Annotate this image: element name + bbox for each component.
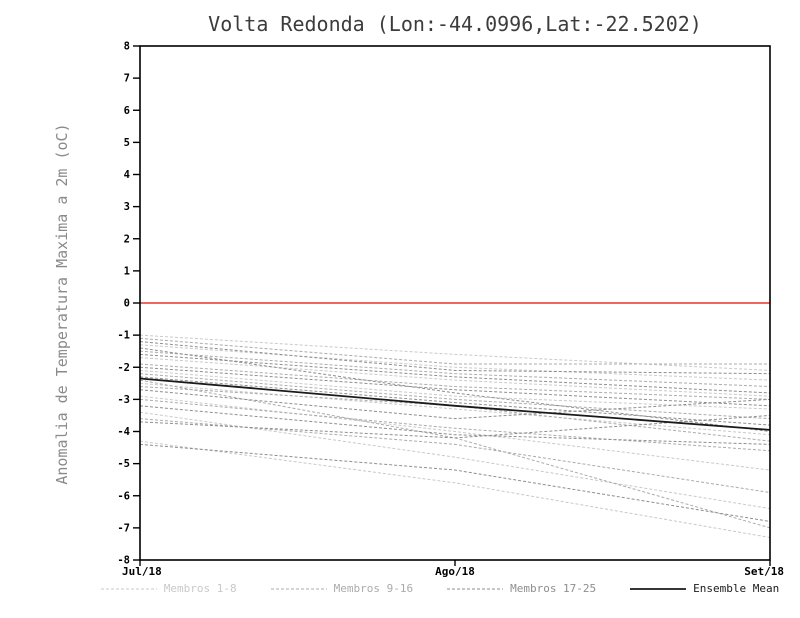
svg-text:0: 0: [124, 298, 130, 310]
svg-text:-5: -5: [117, 458, 130, 470]
member-line-m25: [139, 443, 771, 522]
svg-text:3: 3: [124, 201, 130, 213]
legend-label: Membros 1-8: [163, 582, 237, 595]
legend: Membros 1-8 Membros 9-16 Membros 17-25 Ense…: [100, 582, 780, 595]
svg-text:1: 1: [124, 265, 130, 277]
legend-item: Membros 9-16: [270, 582, 414, 595]
member-line-m2: [139, 344, 771, 381]
y-axis-ticks: -8 -7 -6 -5 -4 -3 -2 -1 0 1 2 3 4 5 6 7 8: [117, 41, 140, 567]
member-line-m22: [139, 405, 771, 445]
member-line-m19: [139, 366, 771, 407]
member-line-m24: [139, 347, 771, 432]
member-line-m17: [139, 341, 771, 375]
dashed-line-icon: [270, 588, 327, 589]
legend-item: Ensemble Mean: [630, 582, 779, 595]
member-lines: [139, 334, 771, 539]
member-line-m5: [139, 382, 771, 436]
svg-text:5: 5: [124, 137, 130, 149]
ensemble-mean-line: [139, 377, 771, 431]
svg-text:Ago/18: Ago/18: [435, 565, 475, 578]
legend-label: Ensemble Mean: [693, 582, 780, 595]
svg-text:-7: -7: [117, 522, 130, 534]
svg-text:-1: -1: [117, 330, 130, 342]
svg-text:-4: -4: [117, 426, 130, 438]
svg-text:-3: -3: [117, 394, 130, 406]
member-line-m23: [139, 414, 771, 439]
member-line-m13: [139, 386, 771, 442]
member-line-m14: [139, 398, 771, 452]
chart-title: Volta Redonda (Lon:-44.0996,Lat:-22.5202…: [208, 12, 702, 36]
member-line-m21: [139, 389, 771, 420]
dashed-line-icon: [447, 588, 504, 589]
member-line-m1: [139, 334, 771, 371]
svg-text:Jul/18: Jul/18: [122, 565, 162, 578]
svg-text:Set/18: Set/18: [744, 565, 784, 578]
svg-text:-8: -8: [117, 555, 130, 567]
legend-label: Membros 17-25: [510, 582, 597, 595]
member-line-m11: [139, 363, 771, 400]
svg-text:2: 2: [124, 233, 130, 245]
legend-item: Membros 1-8: [100, 582, 237, 595]
dashed-line-icon: [100, 588, 157, 589]
svg-text:-2: -2: [117, 362, 130, 374]
member-line-m18: [139, 353, 771, 394]
svg-text:6: 6: [124, 105, 130, 117]
member-line-m3: [139, 357, 771, 397]
solid-line-icon: [630, 587, 687, 590]
svg-text:7: 7: [124, 73, 130, 85]
member-line-m6: [139, 395, 771, 471]
member-line-m4: [139, 369, 771, 410]
x-axis-ticks: Jul/18 Ago/18 Set/18: [122, 560, 784, 578]
svg-text:8: 8: [124, 41, 130, 53]
member-line-m10: [139, 350, 771, 388]
member-line-m9: [139, 337, 770, 365]
legend-label: Membros 9-16: [333, 582, 414, 595]
member-line-m20: [139, 376, 771, 426]
member-line-m8: [139, 440, 771, 539]
member-line-m12: [139, 373, 771, 420]
member-line-m15: [139, 418, 771, 494]
svg-text:-6: -6: [117, 490, 130, 502]
legend-item: Membros 17-25: [447, 582, 596, 595]
svg-text:4: 4: [124, 169, 130, 181]
